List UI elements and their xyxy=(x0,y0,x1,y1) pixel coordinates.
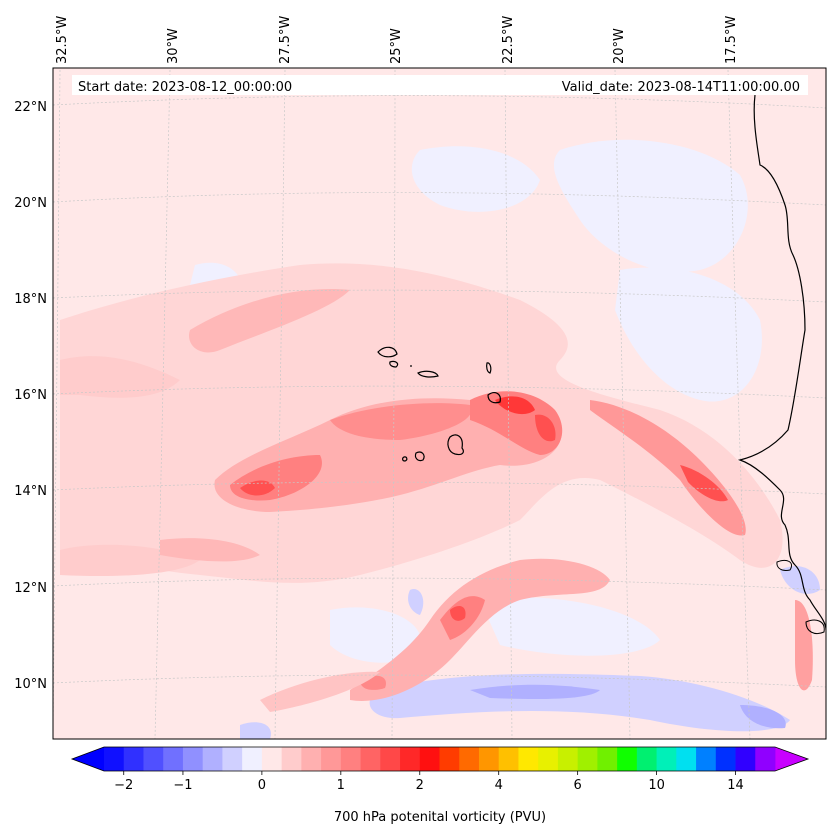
colorbar-segment xyxy=(557,747,579,771)
colorbar-segment xyxy=(143,747,164,771)
lon-label-27-5w: 27.5°W xyxy=(278,16,293,64)
colorbar-segment xyxy=(222,747,243,771)
colorbar: −2 −1 0 1 2 4 6 10 14 700 hPa potenital vorticit… xyxy=(70,746,810,825)
colorbar-tick-label: 0 xyxy=(258,778,266,793)
colorbar-segment xyxy=(597,747,618,771)
lat-label-20n: 20°N xyxy=(14,196,47,211)
colorbar-segment xyxy=(498,747,519,771)
lat-label-16n: 16°N xyxy=(14,388,47,403)
colorbar-segment xyxy=(439,747,460,771)
colorbar-tick-label: 14 xyxy=(727,778,744,793)
colorbar-segment xyxy=(182,747,204,771)
lat-label-18n: 18°N xyxy=(14,292,47,307)
graticule xyxy=(53,69,826,739)
colorbar-segment xyxy=(676,747,697,771)
lon-label-17-5w: 17.5°W xyxy=(724,16,739,64)
colorbar-tick-label: 2 xyxy=(416,778,424,793)
colorbar-segment xyxy=(321,747,342,771)
lon-label-22-5w: 22.5°W xyxy=(501,16,516,64)
colorbar-segment xyxy=(281,747,302,771)
colorbar-segment xyxy=(242,747,263,771)
pv-field xyxy=(53,68,826,739)
positive-pv-regions xyxy=(60,263,813,712)
colorbar-segment xyxy=(123,747,144,771)
colorbar-segment xyxy=(715,747,736,771)
colorbar-tick-label: 10 xyxy=(648,778,665,793)
lat-label-12n: 12°N xyxy=(14,581,47,596)
lon-label-32-5w: 32.5°W xyxy=(55,16,70,64)
colorbar-segment xyxy=(577,747,598,771)
start-date-label: Start date: 2023-08-12_00:00:00 xyxy=(78,80,292,95)
lon-label-30w: 30°W xyxy=(166,28,181,64)
colorbar-segment xyxy=(617,747,638,771)
colorbar-segment xyxy=(459,747,480,771)
colorbar-segment xyxy=(202,747,223,771)
colorbar-tick-label: −2 xyxy=(114,778,133,793)
colorbar-segment xyxy=(419,747,440,771)
colorbar-segment xyxy=(380,747,401,771)
colorbar-segment xyxy=(755,747,776,771)
africa-coastline xyxy=(737,94,826,631)
colorbar-segment xyxy=(735,747,756,771)
lat-label-22n: 22°N xyxy=(14,100,47,115)
colorbar-segment xyxy=(696,747,717,771)
colorbar-title: 700 hPa potenital vorticity (PVU) xyxy=(334,810,546,825)
lat-label-10n: 10°N xyxy=(14,677,47,692)
colorbar-segment xyxy=(360,747,381,771)
colorbar-segment xyxy=(518,747,539,771)
coast-islet xyxy=(776,559,792,571)
lat-label-14n: 14°N xyxy=(14,484,47,499)
valid-date-label: Valid_date: 2023-08-14T11:00:00.00 xyxy=(562,80,800,95)
cape-verde-islands xyxy=(377,346,501,462)
colorbar-segment xyxy=(340,747,361,771)
colorbar-segment xyxy=(478,747,500,771)
colorbar-segment xyxy=(163,747,184,771)
colorbar-segment xyxy=(636,747,657,771)
colorbar-segment xyxy=(538,747,559,771)
colorbar-tick-label: 4 xyxy=(495,778,503,793)
plot-frame xyxy=(52,67,827,740)
colorbar-segment xyxy=(400,747,421,771)
colorbar-tick-label: 6 xyxy=(574,778,582,793)
colorbar-outline xyxy=(70,746,810,772)
colorbar-segment xyxy=(656,747,677,771)
colorbar-tick-label: −1 xyxy=(173,778,192,793)
date-header-box xyxy=(72,75,808,95)
longitude-labels: 32.5°W 30°W 27.5°W 25°W 22.5°W 20°W 17.5… xyxy=(55,16,739,64)
colorbar-segment xyxy=(261,747,283,771)
lon-label-25w: 25°W xyxy=(389,28,404,64)
colorbar-tick-label: 1 xyxy=(337,778,345,793)
lon-label-20w: 20°W xyxy=(612,28,627,64)
latitude-labels: 22°N 20°N 18°N 16°N 14°N 12°N 10°N xyxy=(14,100,47,692)
colorbar-under-arrow xyxy=(72,747,104,771)
colorbar-over-arrow xyxy=(775,747,808,771)
colorbar-segment xyxy=(301,747,322,771)
bijagos-islands xyxy=(805,619,825,635)
colorbar-segment xyxy=(104,747,125,771)
